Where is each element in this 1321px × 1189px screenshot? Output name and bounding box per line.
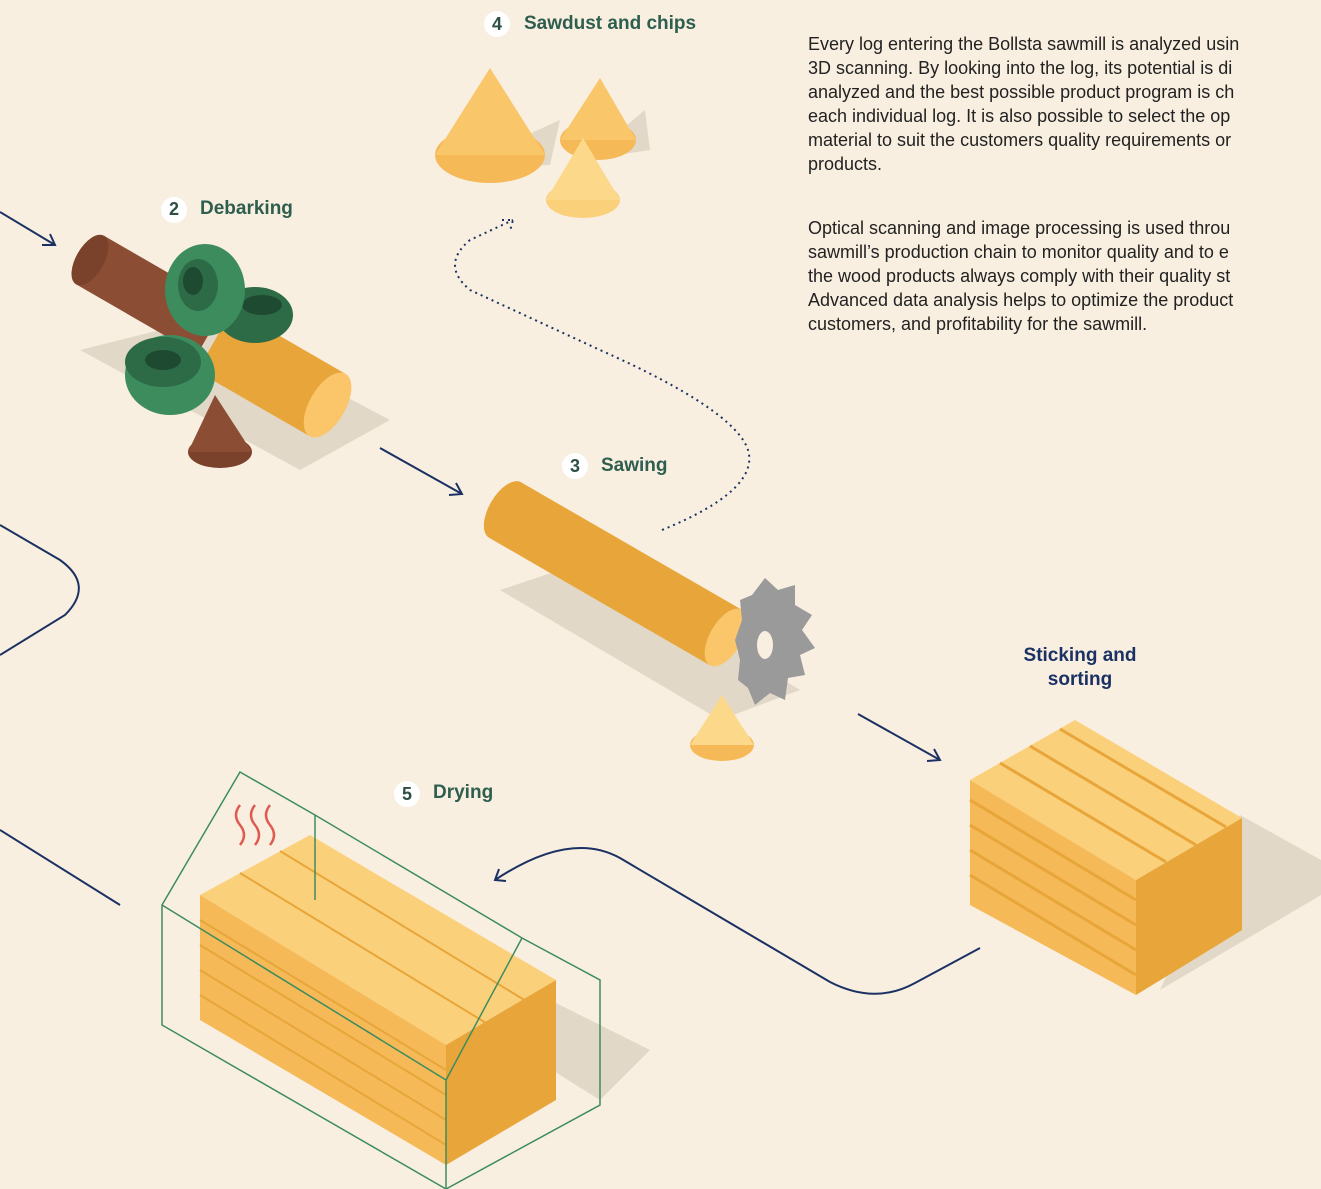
- page: 2 Debarking 3 Sawing 4 Sawdust and chips…: [0, 0, 1321, 1189]
- paragraph-line: Optical scanning and image processing is…: [808, 218, 1230, 238]
- paragraph-line: Advanced data analysis helps to optimize…: [808, 290, 1233, 310]
- step-label: Drying: [433, 782, 493, 803]
- paragraph-line: the wood products always comply with the…: [808, 266, 1230, 286]
- step-label: Debarking: [200, 198, 293, 219]
- step-number: 2: [169, 199, 179, 219]
- paragraph-line: sawmill’s production chain to monitor qu…: [808, 242, 1229, 262]
- paragraph-line: Every log entering the Bollsta sawmill i…: [808, 34, 1239, 54]
- step-number: 4: [492, 14, 502, 34]
- step-number: 3: [570, 456, 580, 476]
- paragraph-line: analyzed and the best possible product p…: [808, 82, 1234, 102]
- step-label: Sawing: [601, 455, 668, 476]
- paragraph-line: products.: [808, 154, 882, 174]
- paragraph-line: 3D scanning. By looking into the log, it…: [808, 58, 1232, 78]
- paragraph-line: each individual log. It is also possible…: [808, 106, 1230, 126]
- step-label: Sawdust and chips: [524, 13, 696, 34]
- paragraph-line: material to suit the customers quality r…: [808, 130, 1231, 150]
- paragraph-line: customers, and profitability for the saw…: [808, 314, 1147, 334]
- step-number: 5: [402, 784, 412, 804]
- sticking-label: Sticking and: [1024, 645, 1137, 666]
- sticking-label: sorting: [1048, 669, 1112, 690]
- diagram: 2 Debarking 3 Sawing 4 Sawdust and chips…: [0, 0, 1321, 1189]
